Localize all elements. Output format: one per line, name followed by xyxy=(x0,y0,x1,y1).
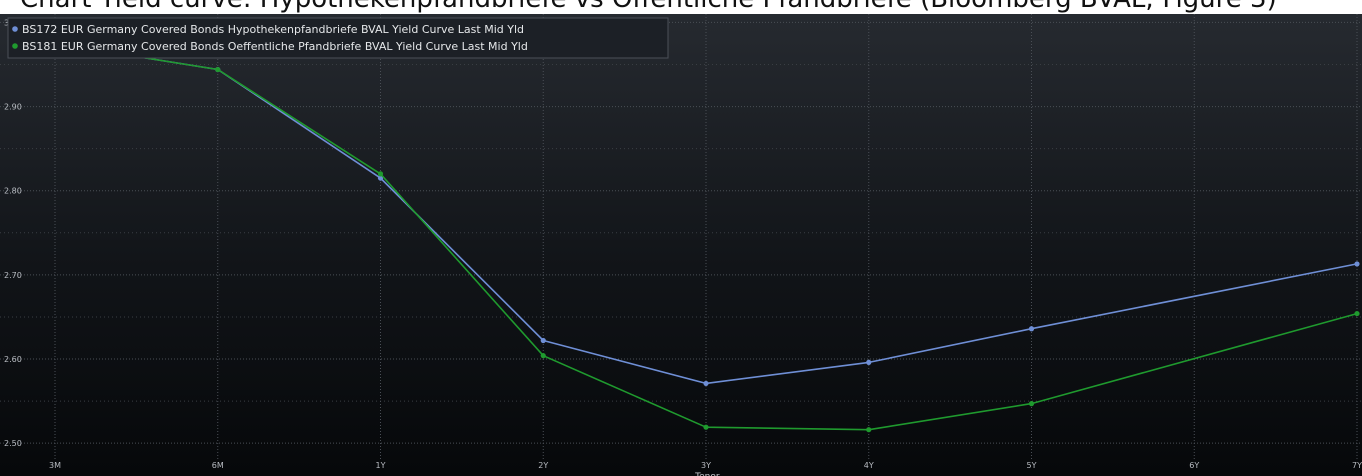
x-tick-label: 5Y xyxy=(1027,461,1037,470)
data-point xyxy=(703,380,709,387)
x-tick-label: 4Y xyxy=(864,461,874,470)
x-tick-label: 7Y xyxy=(1352,461,1362,470)
y-tick-label: 2.80 xyxy=(4,187,22,196)
data-point xyxy=(215,66,221,73)
data-point xyxy=(377,175,384,181)
x-tick-label: 6M xyxy=(212,461,224,470)
yield-curve-chart: 2.502.602.702.802.903.003M6M1Y2Y3Y4Y5Y6Y… xyxy=(0,14,1362,476)
data-point xyxy=(703,424,709,430)
x-tick-label: 3M xyxy=(49,461,61,470)
data-point xyxy=(1028,326,1035,332)
series-lines xyxy=(52,40,1360,433)
chart-background xyxy=(0,14,1362,476)
legend-box xyxy=(7,17,669,59)
data-point xyxy=(540,353,546,359)
series-line-2 xyxy=(54,42,1358,431)
y-tick-label: 2.70 xyxy=(4,271,22,280)
data-point xyxy=(1028,401,1035,407)
x-tick-label: 1Y xyxy=(376,461,386,470)
y-tick-label: 2.90 xyxy=(4,103,22,112)
legend-entry: BS172 EUR Germany Covered Bonds Hypothek… xyxy=(22,23,524,36)
legend-marker xyxy=(12,43,18,49)
legend-entry: BS181 EUR Germany Covered Bonds Oeffentl… xyxy=(22,40,528,53)
data-point xyxy=(1354,310,1360,317)
legend-marker xyxy=(12,26,18,32)
x-axis-title: Tenor xyxy=(694,472,720,476)
grid xyxy=(0,14,1362,460)
data-point xyxy=(866,359,872,365)
page-title: Chart Yield curve: Hypothekenpfandbriefe… xyxy=(20,0,1277,16)
x-tick-label: 6Y xyxy=(1189,461,1199,470)
data-point xyxy=(866,427,872,433)
data-point xyxy=(377,171,384,177)
y-tick-label: 2.50 xyxy=(4,439,22,448)
legend: BS172 EUR Germany Covered Bonds Hypothek… xyxy=(7,17,669,59)
y-tick-label: 2.60 xyxy=(4,355,22,364)
data-point xyxy=(540,337,546,344)
x-tick-label: 2Y xyxy=(538,461,548,470)
x-tick-label: 3Y xyxy=(701,461,711,470)
data-point xyxy=(1354,261,1360,267)
